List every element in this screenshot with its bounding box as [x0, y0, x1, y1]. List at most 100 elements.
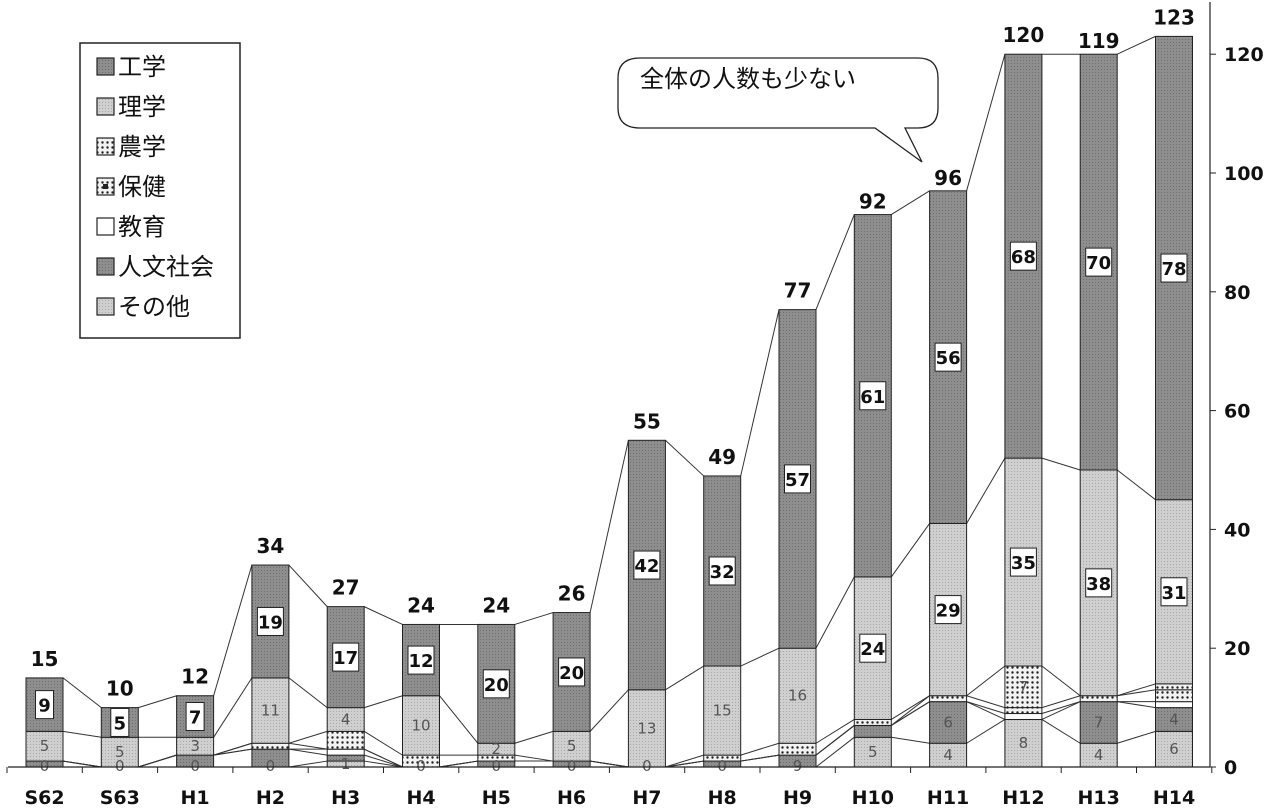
segment-label-理学-H2: 11 [261, 702, 280, 720]
category-label-H10: H10 [852, 787, 894, 809]
total-label-S63: 10 [106, 677, 134, 701]
bar-H2 [251, 564, 290, 768]
connector-工学-9 [740, 309, 780, 477]
bar-segment-理学-H2 [251, 677, 290, 744]
connector-教育-2 [213, 748, 252, 756]
connector-理学-3 [288, 677, 328, 708]
total-label-H4: 24 [407, 593, 435, 617]
bar-segment-保健-H14 [1155, 689, 1193, 703]
segment-label-その他-S62: 0 [40, 757, 50, 775]
total-label-H14: 123 [1153, 5, 1195, 29]
category-label-H12: H12 [1002, 787, 1044, 809]
segment-label-その他-H9: 9 [793, 757, 803, 775]
bar-segment-保健-H2 [251, 742, 290, 750]
category-label-H9: H9 [783, 787, 812, 809]
segment-label-box-工学-S63 [110, 707, 130, 737]
segment-label-工学-S62: 9 [38, 696, 51, 717]
segment-label-工学-H2: 19 [258, 612, 283, 633]
category-label-H4: H4 [406, 787, 435, 809]
segment-label-工学-H14: 78 [1161, 259, 1186, 280]
connector-理学-10 [815, 576, 855, 649]
connector-その他-12 [966, 719, 1006, 744]
total-label-H1: 12 [181, 665, 209, 689]
connector-工学-8 [665, 439, 705, 477]
legend-label-その他: その他 [118, 293, 190, 321]
segment-label-人文社会-H11: 6 [943, 713, 953, 731]
connector-農学-10 [815, 719, 855, 744]
y-tick-label: 20 [1224, 638, 1250, 660]
connector-lines [62, 35, 1156, 768]
segment-label-工学-H11: 56 [936, 348, 961, 369]
bar-segment-農学-H10 [853, 718, 892, 726]
y-tick-label: 60 [1224, 401, 1250, 423]
connector-その他-10 [815, 736, 855, 768]
connector-保健-3 [288, 742, 328, 750]
legend-label-教育: 教育 [118, 213, 166, 241]
segment-label-その他-H13: 4 [1094, 746, 1104, 764]
connector-保健-5 [439, 760, 478, 768]
segment-label-box-工学-H5 [482, 669, 510, 699]
segment-label-box-工学-H2 [256, 606, 284, 636]
bar-segment-農学-H3 [326, 730, 365, 750]
segment-label-その他-H6: 0 [567, 757, 577, 775]
total-label-H5: 24 [482, 593, 510, 617]
segment-label-工学-H3: 17 [333, 648, 358, 669]
connector-教育-13 [1041, 701, 1081, 715]
bar-H7 [627, 439, 666, 768]
segment-label-box-工学-H10 [859, 381, 887, 411]
connector-工学-11 [891, 190, 930, 216]
segment-label-理学-H3: 4 [341, 710, 351, 728]
connector-理学-12 [966, 457, 1006, 524]
legend-swatch-mark [103, 184, 108, 189]
connector-農学-8 [665, 754, 704, 768]
total-label-H11: 96 [934, 166, 962, 190]
bar-segment-保健-H13 [1079, 695, 1118, 703]
connector-工学-3 [288, 564, 328, 607]
connector-保健-12 [966, 695, 1006, 709]
bar-segment-理学-H8 [703, 665, 742, 756]
segment-label-その他-H10: 5 [868, 743, 878, 761]
segment-label-その他-H14: 6 [1169, 740, 1179, 758]
connector-理学-11 [890, 523, 931, 578]
callout-text: 全体の人数も少ない [640, 65, 856, 93]
connector-農学-0 [62, 760, 102, 768]
segment-label-その他-H4: 0 [416, 757, 426, 775]
segment-label-理学-H14: 31 [1161, 583, 1186, 604]
connector-その他-13 [1041, 719, 1081, 744]
segment-label-工学-H5: 20 [484, 675, 509, 696]
connector-その他-3 [288, 760, 328, 768]
legend-label-理学: 理学 [118, 93, 166, 121]
legend-label-農学: 農学 [118, 133, 166, 161]
total-label-H13: 119 [1078, 29, 1120, 53]
connector-保健-9 [740, 754, 780, 762]
total-labels: 15 10 12 34 27 24 24 26 55 49 77 92 96 120 119 123 [31, 5, 1195, 700]
connector-理学-4 [364, 695, 403, 709]
connector-人文社会-3 [288, 748, 328, 756]
connector-工学-7 [589, 440, 629, 613]
x-axis: S62 S63 H1 H2 H3 H4 H5 H6 H7 H8 H9 H10 H11 H12 H13 H14 [6, 766, 1213, 809]
legend-swatch-その他 [96, 297, 115, 316]
legend-label-保健: 保健 [118, 173, 166, 201]
connector-保健-13 [1041, 695, 1081, 709]
bar-segment-その他-H14 [1155, 730, 1193, 768]
y-tick-label: 80 [1224, 282, 1250, 304]
category-label-S63: S63 [100, 787, 140, 809]
segment-label-box-工学-H14 [1160, 253, 1188, 283]
segment-label-理学-H8: 15 [713, 702, 732, 720]
total-label-H10: 92 [859, 190, 887, 214]
bar-segment-教育-H14 [1155, 701, 1193, 709]
segment-label-工学-S63: 5 [114, 713, 127, 734]
connector-理学-7 [589, 689, 629, 732]
total-label-H3: 27 [332, 576, 360, 600]
legend-swatch-理学 [96, 97, 115, 116]
segment-label-box-工学-H3 [332, 642, 360, 672]
total-label-S62: 15 [31, 647, 59, 671]
total-label-H12: 120 [1003, 23, 1045, 47]
segment-label-その他-H5: 0 [492, 757, 502, 775]
connector-人文社会-14 [1117, 701, 1156, 709]
segment-label-その他-H11: 4 [943, 746, 953, 764]
segment-label-box-工学-H4 [407, 645, 435, 675]
